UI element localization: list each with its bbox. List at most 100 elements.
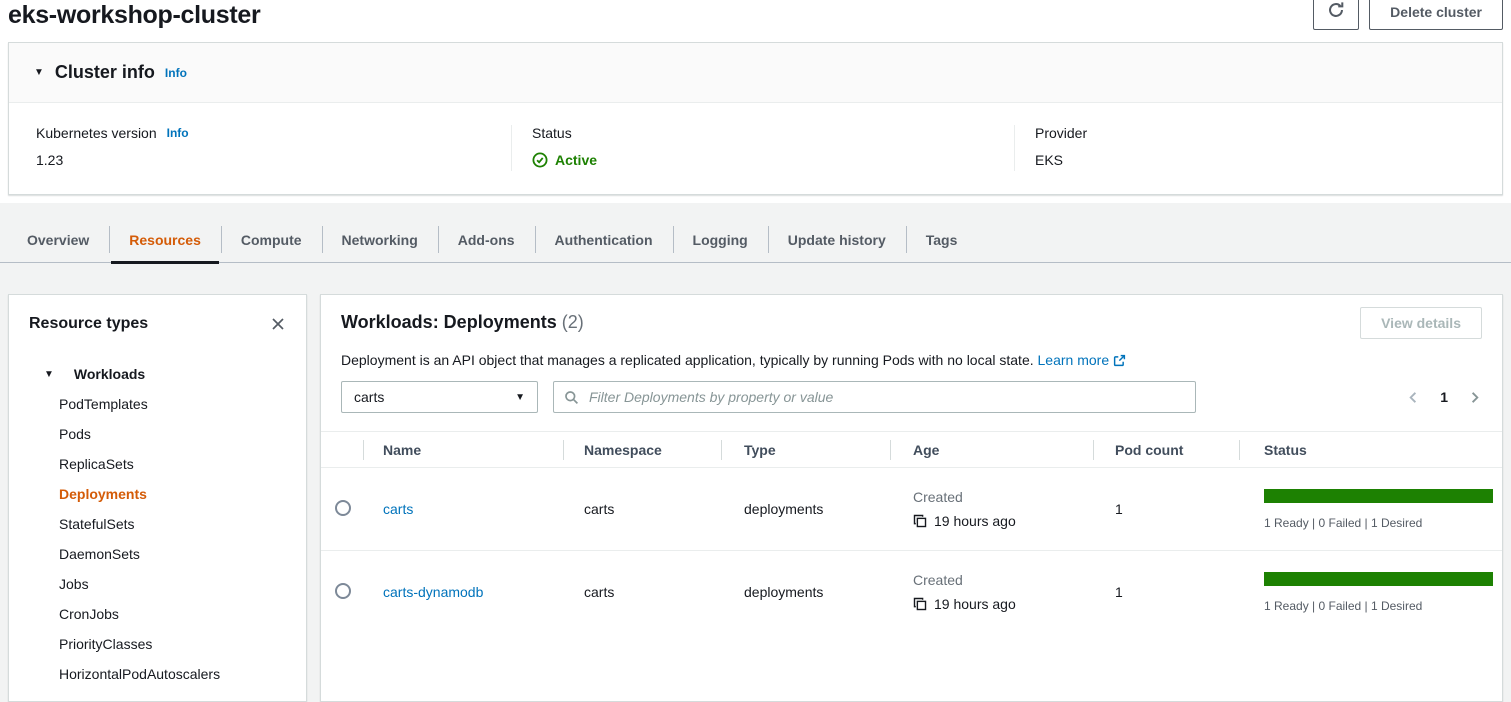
cell-status: 1 Ready | 0 Failed | 1 Desired	[1239, 551, 1502, 634]
copy-icon[interactable]	[913, 597, 927, 611]
column-header-status: Status	[1239, 432, 1502, 468]
close-icon[interactable]	[270, 316, 286, 332]
learn-more-link[interactable]: Learn more	[1038, 352, 1110, 368]
resource-types-panel: Resource types ▼ Workloads PodTemplates …	[8, 294, 307, 702]
panel-title: Workloads: Deployments (2)	[341, 312, 584, 333]
page-header: eks-workshop-cluster Delete cluster ▼ Cl…	[0, 0, 1511, 203]
column-header-name: Name	[363, 432, 563, 468]
cluster-info-card: ▼ Cluster info Info Kubernetes version I…	[8, 42, 1503, 195]
delete-cluster-button[interactable]: Delete cluster	[1369, 0, 1503, 30]
cell-age: Created 19 hours ago	[890, 551, 1093, 634]
filter-search-input[interactable]	[587, 388, 1185, 406]
table-row: carts-dynamodb carts deployments Created…	[321, 551, 1502, 634]
age-value: 19 hours ago	[934, 596, 1016, 612]
sidebar-item-cronjobs[interactable]: CronJobs	[29, 599, 286, 629]
sidebar-item-daemonsets[interactable]: DaemonSets	[29, 539, 286, 569]
chevron-right-icon[interactable]	[1467, 390, 1482, 405]
tab-tags[interactable]: Tags	[906, 217, 978, 262]
resource-types-tree: ▼ Workloads PodTemplates Pods ReplicaSet…	[29, 359, 286, 689]
search-icon	[564, 390, 579, 405]
cluster-info-body: Kubernetes version Info 1.23 Status Acti…	[9, 103, 1502, 194]
namespace-dropdown[interactable]: carts ▼	[341, 381, 538, 413]
tab-overview[interactable]: Overview	[7, 217, 109, 262]
tab-update-history[interactable]: Update history	[768, 217, 906, 262]
deployments-table: Name Namespace Type Age Pod count Status…	[321, 431, 1502, 634]
cluster-info-info-link[interactable]: Info	[165, 66, 187, 80]
sidebar-item-priorityclasses[interactable]: PriorityClasses	[29, 629, 286, 659]
sidebar-item-statefulsets[interactable]: StatefulSets	[29, 509, 286, 539]
sidebar-item-pods[interactable]: Pods	[29, 419, 286, 449]
sidebar-item-replicasets[interactable]: ReplicaSets	[29, 449, 286, 479]
tab-resources[interactable]: Resources	[109, 217, 221, 262]
chevron-left-icon[interactable]	[1406, 390, 1421, 405]
tab-networking[interactable]: Networking	[322, 217, 438, 262]
status-caption: 1 Ready | 0 Failed | 1 Desired	[1264, 516, 1501, 530]
select-column-header	[321, 432, 363, 468]
column-header-namespace: Namespace	[563, 432, 721, 468]
sidebar-item-horizontalpodautoscalers[interactable]: HorizontalPodAutoscalers	[29, 659, 286, 689]
cell-age: Created 19 hours ago	[890, 468, 1093, 551]
row-radio-button[interactable]	[335, 500, 351, 516]
collapse-triangle-icon[interactable]: ▼	[34, 67, 44, 78]
sidebar-item-deployments[interactable]: Deployments	[29, 479, 286, 509]
tree-group-label: Workloads	[74, 366, 145, 382]
refresh-button[interactable]	[1313, 0, 1359, 30]
filter-search-box[interactable]	[553, 381, 1196, 413]
field-kubernetes-version: Kubernetes version Info 1.23	[9, 125, 511, 171]
table-row: carts carts deployments Created 19 hours…	[321, 468, 1502, 551]
view-details-button[interactable]: View details	[1360, 307, 1482, 339]
kubernetes-version-value: 1.23	[36, 152, 511, 168]
caret-down-icon: ▼	[515, 392, 525, 403]
resource-types-title: Resource types	[29, 315, 148, 333]
row-radio-button[interactable]	[335, 583, 351, 599]
pagination: 1	[1406, 389, 1482, 405]
external-link-icon	[1113, 354, 1126, 370]
refresh-icon	[1327, 1, 1345, 22]
check-circle-icon	[532, 152, 548, 168]
page-number[interactable]: 1	[1440, 389, 1448, 405]
cell-type: deployments	[721, 468, 890, 551]
age-value: 19 hours ago	[934, 513, 1016, 529]
kubernetes-version-info-link[interactable]: Info	[167, 126, 189, 140]
status-caption: 1 Ready | 0 Failed | 1 Desired	[1264, 599, 1501, 613]
table-header-row: Name Namespace Type Age Pod count Status	[321, 432, 1502, 468]
deployments-panel: Workloads: Deployments (2) View details …	[320, 294, 1503, 702]
field-status: Status Active	[511, 125, 1014, 171]
page-title: eks-workshop-cluster	[8, 0, 260, 30]
cluster-info-header[interactable]: ▼ Cluster info Info	[9, 43, 1502, 103]
namespace-dropdown-value: carts	[354, 389, 384, 405]
status-bar	[1264, 572, 1493, 586]
cell-status: 1 Ready | 0 Failed | 1 Desired	[1239, 468, 1502, 551]
status-bar	[1264, 489, 1493, 503]
header-actions: Delete cluster	[1313, 0, 1503, 30]
cell-pod-count: 1	[1093, 551, 1239, 634]
field-label: Provider	[1035, 125, 1087, 141]
tab-add-ons[interactable]: Add-ons	[438, 217, 535, 262]
deployment-name-link[interactable]: carts	[383, 501, 413, 517]
cluster-info-title: Cluster info	[55, 62, 155, 83]
cluster-tabs: Overview Resources Compute Networking Ad…	[0, 217, 1511, 263]
column-header-pod-count: Pod count	[1093, 432, 1239, 468]
field-label: Status	[532, 125, 572, 141]
column-header-type: Type	[721, 432, 890, 468]
tree-group-workloads[interactable]: ▼ Workloads	[29, 359, 286, 389]
sidebar-item-jobs[interactable]: Jobs	[29, 569, 286, 599]
panel-description: Deployment is an API object that manages…	[321, 351, 1502, 372]
tab-authentication[interactable]: Authentication	[535, 217, 673, 262]
cell-namespace: carts	[563, 551, 721, 634]
field-provider: Provider EKS	[1014, 125, 1502, 171]
cell-namespace: carts	[563, 468, 721, 551]
tab-logging[interactable]: Logging	[673, 217, 768, 262]
copy-icon[interactable]	[913, 514, 927, 528]
collapse-triangle-icon[interactable]: ▼	[44, 369, 54, 380]
status-value: Active	[555, 152, 597, 168]
provider-value: EKS	[1035, 152, 1502, 168]
deployment-count: (2)	[562, 312, 584, 332]
sidebar-item-podtemplates[interactable]: PodTemplates	[29, 389, 286, 419]
deployment-name-link[interactable]: carts-dynamodb	[383, 584, 483, 600]
cell-type: deployments	[721, 551, 890, 634]
field-label: Kubernetes version	[36, 125, 157, 141]
tab-compute[interactable]: Compute	[221, 217, 322, 262]
cell-pod-count: 1	[1093, 468, 1239, 551]
column-header-age: Age	[890, 432, 1093, 468]
